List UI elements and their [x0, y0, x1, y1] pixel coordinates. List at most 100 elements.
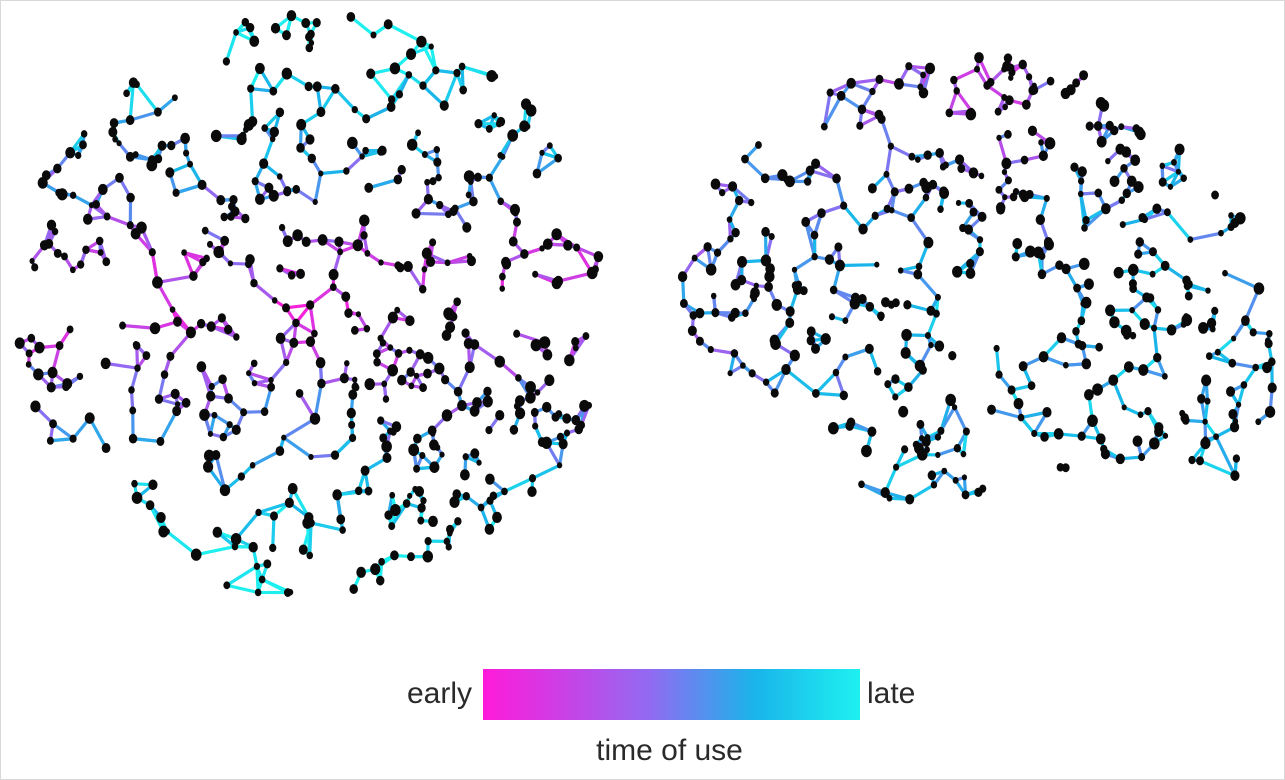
top-view-node [247, 84, 255, 93]
top-view-node [513, 329, 521, 338]
side-view-node [1163, 208, 1171, 217]
top-view-node [305, 336, 316, 347]
top-view-node [258, 575, 266, 584]
color-scale-bar [483, 669, 860, 720]
top-view-node [131, 479, 138, 488]
side-view-node [1040, 431, 1049, 442]
top-view-node [373, 357, 381, 367]
side-view-node [1218, 229, 1224, 237]
side-view-edge [1216, 336, 1236, 354]
top-view-node [268, 189, 279, 202]
side-view-node [1149, 437, 1160, 450]
top-view-node [287, 482, 298, 495]
side-view-node [1008, 68, 1016, 77]
side-view-node [791, 266, 798, 273]
top-view-node [417, 503, 426, 513]
top-view-node [444, 259, 451, 267]
side-view-node [826, 88, 834, 97]
top-view-node [260, 407, 269, 417]
top-view-node [562, 413, 572, 424]
side-view-node [677, 271, 688, 283]
top-view-node [491, 112, 497, 119]
side-view-node [867, 183, 877, 194]
top-view-node [391, 421, 402, 433]
side-view-node [1055, 260, 1064, 271]
top-view-node [501, 256, 511, 268]
side-view-node [784, 175, 795, 188]
top-view-node [31, 263, 39, 272]
side-view-node [974, 487, 983, 498]
side-view-node [937, 426, 945, 435]
side-view-node [1078, 341, 1087, 351]
side-view-node [695, 307, 705, 319]
side-view-node [1081, 358, 1092, 370]
top-view-node [477, 503, 485, 512]
top-view-node [239, 131, 247, 140]
top-view-node [249, 35, 260, 47]
top-view-edge [487, 155, 505, 180]
top-view-node [287, 270, 296, 280]
side-view-node [1188, 455, 1196, 465]
top-view-node [441, 409, 453, 422]
top-view-edge [131, 437, 163, 444]
top-view-node [573, 243, 581, 252]
top-view-node [264, 182, 274, 193]
top-view-edge [158, 409, 179, 444]
top-view-node [423, 368, 432, 379]
top-view-node [383, 19, 393, 30]
side-view-node [711, 308, 720, 318]
side-view-edge [916, 272, 940, 299]
top-view-node [165, 167, 175, 178]
top-view-node [378, 259, 384, 266]
side-view-node [846, 417, 856, 428]
top-view-node [123, 89, 130, 98]
top-view-edge [308, 521, 313, 558]
side-view-node [1138, 212, 1147, 223]
side-view-node [1183, 313, 1189, 320]
top-view-node [126, 221, 134, 230]
top-view-node [190, 548, 202, 561]
side-view-node [1079, 70, 1089, 81]
side-view-node [1211, 190, 1219, 200]
top-view-node [339, 372, 349, 384]
top-view-node [413, 464, 421, 473]
side-view-node [1149, 270, 1156, 278]
top-view-edge [256, 501, 291, 515]
side-view-node [824, 254, 835, 265]
side-view-node [978, 172, 985, 180]
top-view-node [227, 212, 235, 221]
top-view-node [318, 170, 324, 177]
top-view-node [485, 473, 495, 485]
top-view-node [435, 173, 442, 182]
side-view-node [950, 75, 958, 85]
top-view-node [360, 465, 370, 476]
side-view-node [1001, 168, 1008, 176]
top-view-node [364, 250, 371, 257]
top-view-node [378, 557, 385, 566]
top-view-node [296, 142, 305, 153]
top-view-node [421, 247, 432, 260]
side-view-edge [743, 157, 767, 180]
top-view-node [251, 177, 259, 186]
side-view-edge [989, 408, 1023, 420]
top-view-node [241, 213, 250, 224]
top-view-node [224, 324, 233, 335]
top-view-node [418, 284, 427, 294]
top-view-node [351, 105, 358, 114]
side-view-node [840, 201, 848, 210]
side-view-node [965, 267, 976, 279]
side-view-edge [1152, 326, 1159, 360]
top-view-node [420, 497, 427, 505]
side-view-node [1012, 237, 1023, 250]
side-view-node [1118, 196, 1126, 205]
top-view-node [102, 257, 111, 267]
top-view-node [229, 195, 238, 205]
top-view-edge [255, 564, 260, 595]
top-view-node [541, 436, 552, 449]
top-view-node [282, 30, 291, 41]
top-view-node [449, 496, 460, 508]
top-view-node [134, 364, 141, 372]
side-view-node [964, 224, 974, 235]
side-view-node [1166, 324, 1177, 336]
top-view-edge [165, 529, 198, 557]
